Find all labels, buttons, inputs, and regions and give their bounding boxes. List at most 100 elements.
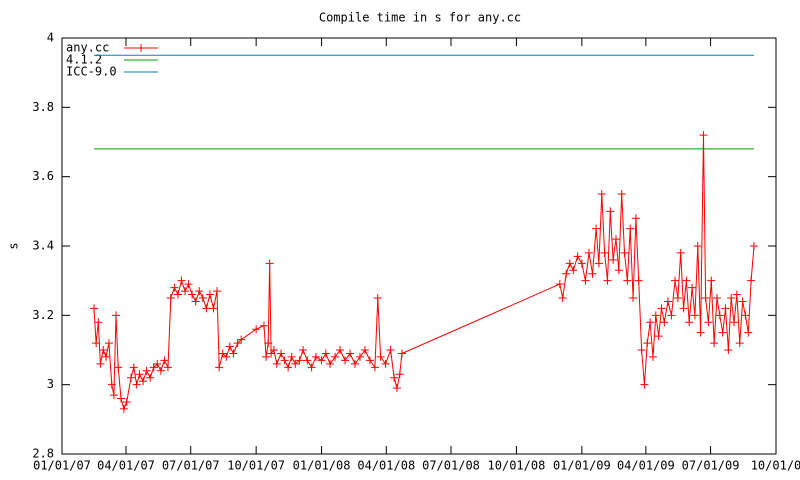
point-marker	[177, 276, 186, 285]
point-marker	[370, 363, 379, 372]
point-marker	[280, 356, 289, 365]
point-marker	[259, 321, 268, 330]
point-marker	[397, 349, 406, 358]
point-marker	[721, 304, 730, 313]
point-marker	[614, 266, 623, 275]
point-marker	[202, 304, 211, 313]
y-tick-label: 3.8	[32, 100, 54, 114]
point-marker	[184, 280, 193, 289]
point-marker	[92, 339, 101, 348]
point-marker	[671, 276, 680, 285]
y-tick-label: 3.2	[32, 308, 54, 322]
point-marker	[205, 290, 214, 299]
point-marker	[690, 311, 699, 320]
point-marker	[562, 269, 571, 278]
point-marker	[139, 377, 148, 386]
point-marker	[104, 339, 113, 348]
point-marker	[291, 359, 300, 368]
x-tick-label: 04/01/07	[97, 459, 155, 473]
point-marker	[135, 370, 144, 379]
y-tick-label: 3	[47, 377, 54, 391]
point-marker	[277, 349, 286, 358]
point-marker	[747, 276, 756, 285]
point-marker	[99, 346, 108, 354]
point-marker	[132, 380, 141, 389]
point-marker	[295, 356, 304, 365]
point-marker	[569, 266, 578, 275]
x-tick-label: 07/01/09	[682, 459, 740, 473]
point-marker	[119, 404, 128, 413]
point-marker	[109, 391, 118, 400]
point-marker	[173, 290, 182, 299]
x-tick-label: 07/01/08	[422, 459, 480, 473]
point-marker	[584, 248, 593, 257]
point-marker	[360, 346, 369, 354]
point-marker	[218, 349, 227, 358]
point-marker	[213, 287, 222, 296]
point-marker	[676, 248, 685, 257]
point-marker	[331, 352, 340, 361]
legend-label: ICC-9.0	[66, 65, 117, 79]
point-marker	[355, 352, 364, 361]
point-marker	[657, 304, 666, 313]
point-marker	[626, 224, 635, 233]
point-marker	[112, 311, 121, 320]
point-marker	[163, 363, 172, 372]
point-marker	[581, 276, 590, 285]
y-tick-label: 3.6	[32, 169, 54, 183]
point-marker	[555, 280, 564, 289]
point-marker	[303, 356, 312, 365]
point-marker	[181, 287, 190, 296]
point-marker	[321, 349, 330, 358]
point-marker	[617, 190, 626, 198]
point-marker	[573, 252, 582, 261]
point-marker	[90, 304, 99, 313]
point-marker	[727, 294, 736, 302]
x-tick-label: 10/01/08	[488, 459, 546, 473]
point-marker	[346, 349, 355, 358]
point-marker	[611, 235, 620, 244]
point-marker	[592, 224, 601, 233]
point-marker	[640, 380, 649, 389]
point-marker	[735, 339, 744, 348]
point-marker	[237, 335, 246, 344]
point-marker	[688, 283, 697, 292]
point-marker	[606, 207, 615, 216]
point-marker	[646, 318, 655, 327]
point-marker	[299, 346, 308, 354]
point-marker	[707, 276, 716, 285]
point-marker	[620, 248, 629, 257]
point-marker	[648, 352, 657, 361]
point-marker	[600, 248, 609, 257]
point-marker	[265, 259, 274, 268]
point-marker	[107, 380, 116, 389]
y-tick-label: 2.8	[32, 447, 54, 461]
point-marker	[209, 304, 218, 313]
point-marker	[317, 356, 326, 365]
point-marker	[381, 359, 390, 368]
point-marker	[667, 311, 676, 320]
point-marker	[102, 352, 111, 361]
point-marker	[126, 373, 135, 382]
point-marker	[744, 328, 753, 337]
point-marker	[215, 363, 224, 372]
point-marker	[191, 297, 200, 306]
point-marker	[307, 363, 316, 372]
point-marker	[712, 294, 721, 302]
point-marker	[732, 290, 741, 299]
point-marker	[341, 356, 350, 365]
point-marker	[272, 359, 281, 368]
point-marker	[609, 255, 618, 264]
point-marker	[156, 366, 165, 375]
point-marker	[149, 363, 158, 372]
point-marker	[660, 318, 669, 327]
point-marker	[701, 294, 710, 302]
point-marker	[114, 363, 123, 372]
point-marker	[634, 276, 643, 285]
y-tick-label: 3.4	[32, 239, 54, 253]
point-marker	[146, 373, 155, 382]
point-marker	[594, 259, 603, 268]
x-tick-label: 07/01/07	[162, 459, 220, 473]
legend-marker	[137, 44, 145, 52]
